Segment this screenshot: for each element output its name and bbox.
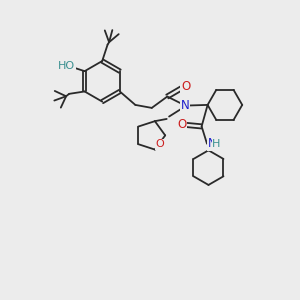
Text: HO: HO [58, 61, 75, 71]
Text: O: O [181, 80, 190, 93]
Text: O: O [156, 139, 164, 149]
Text: H: H [212, 139, 221, 149]
Text: O: O [177, 118, 187, 131]
Text: N: N [181, 99, 190, 112]
Text: N: N [207, 137, 216, 150]
